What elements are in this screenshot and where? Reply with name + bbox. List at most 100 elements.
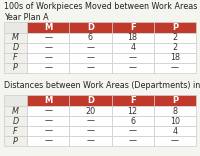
Text: 6: 6 [130, 117, 135, 125]
Text: —: — [129, 54, 137, 63]
Text: —: — [44, 34, 52, 42]
Bar [112, 43, 154, 53]
Bar [27, 116, 69, 126]
Bar [112, 33, 154, 43]
Bar [4, 22, 27, 33]
Bar [69, 106, 112, 116]
Text: —: — [44, 44, 52, 53]
Bar [27, 136, 69, 146]
Bar [69, 126, 112, 136]
Text: 6: 6 [88, 34, 93, 42]
Bar [112, 63, 154, 73]
Bar [4, 106, 27, 116]
Text: M: M [12, 34, 19, 42]
Bar [4, 136, 27, 146]
Text: —: — [129, 127, 137, 136]
Text: —: — [129, 63, 137, 73]
Text: M: M [44, 23, 52, 32]
Text: 10: 10 [170, 117, 180, 125]
Text: —: — [44, 107, 52, 115]
Text: —: — [86, 117, 94, 125]
Text: P: P [13, 136, 18, 146]
Bar [154, 95, 196, 106]
Bar [112, 22, 154, 33]
Text: —: — [129, 136, 137, 146]
Bar [154, 136, 196, 146]
Bar [69, 53, 112, 63]
Bar [154, 126, 196, 136]
Bar [154, 43, 196, 53]
Bar [112, 136, 154, 146]
Bar [27, 22, 69, 33]
Text: 8: 8 [172, 107, 177, 115]
Bar [69, 63, 112, 73]
Text: F: F [130, 96, 135, 105]
Text: 100s of Workpieces Moved between Work Areas Each
Year Plan A: 100s of Workpieces Moved between Work Ar… [4, 2, 200, 22]
Bar [69, 136, 112, 146]
Bar [154, 22, 196, 33]
Bar [4, 63, 27, 73]
Text: —: — [44, 54, 52, 63]
Text: P: P [172, 96, 178, 105]
Bar [27, 126, 69, 136]
Bar [69, 43, 112, 53]
Text: P: P [172, 23, 178, 32]
Bar [112, 116, 154, 126]
Text: D: D [87, 23, 94, 32]
Text: 4: 4 [172, 127, 177, 136]
Text: M: M [12, 107, 19, 115]
Text: D: D [12, 44, 19, 53]
Bar [154, 63, 196, 73]
Text: —: — [86, 63, 94, 73]
Text: 12: 12 [128, 107, 138, 115]
Bar [69, 22, 112, 33]
Bar [4, 43, 27, 53]
Bar [4, 95, 27, 106]
Text: —: — [86, 44, 94, 53]
Text: M: M [44, 96, 52, 105]
Bar [27, 106, 69, 116]
Bar [27, 33, 69, 43]
Text: —: — [86, 136, 94, 146]
Text: 2: 2 [172, 34, 177, 42]
Bar [112, 95, 154, 106]
Bar [4, 33, 27, 43]
Bar [27, 95, 69, 106]
Bar [69, 33, 112, 43]
Bar [27, 53, 69, 63]
Bar [154, 53, 196, 63]
Text: —: — [44, 127, 52, 136]
Text: 20: 20 [85, 107, 95, 115]
Bar [69, 116, 112, 126]
Bar [112, 106, 154, 116]
Text: 2: 2 [172, 44, 177, 53]
Bar [154, 116, 196, 126]
Text: —: — [171, 136, 179, 146]
Bar [27, 43, 69, 53]
Bar [4, 126, 27, 136]
Bar [4, 116, 27, 126]
Text: P: P [13, 63, 18, 73]
Text: F: F [130, 23, 135, 32]
Bar [27, 63, 69, 73]
Text: 4: 4 [130, 44, 135, 53]
Text: D: D [87, 96, 94, 105]
Bar [69, 95, 112, 106]
Text: —: — [44, 63, 52, 73]
Text: —: — [86, 127, 94, 136]
Text: 18: 18 [128, 34, 138, 42]
Text: 18: 18 [170, 54, 180, 63]
Bar [112, 53, 154, 63]
Bar [154, 33, 196, 43]
Bar [4, 53, 27, 63]
Text: F: F [13, 54, 18, 63]
Text: —: — [171, 63, 179, 73]
Bar [154, 106, 196, 116]
Text: F: F [13, 127, 18, 136]
Bar [112, 126, 154, 136]
Text: Distances between Work Areas (Departments) in Feet: Distances between Work Areas (Department… [4, 81, 200, 90]
Text: D: D [12, 117, 19, 125]
Text: —: — [44, 136, 52, 146]
Text: —: — [86, 54, 94, 63]
Text: —: — [44, 117, 52, 125]
